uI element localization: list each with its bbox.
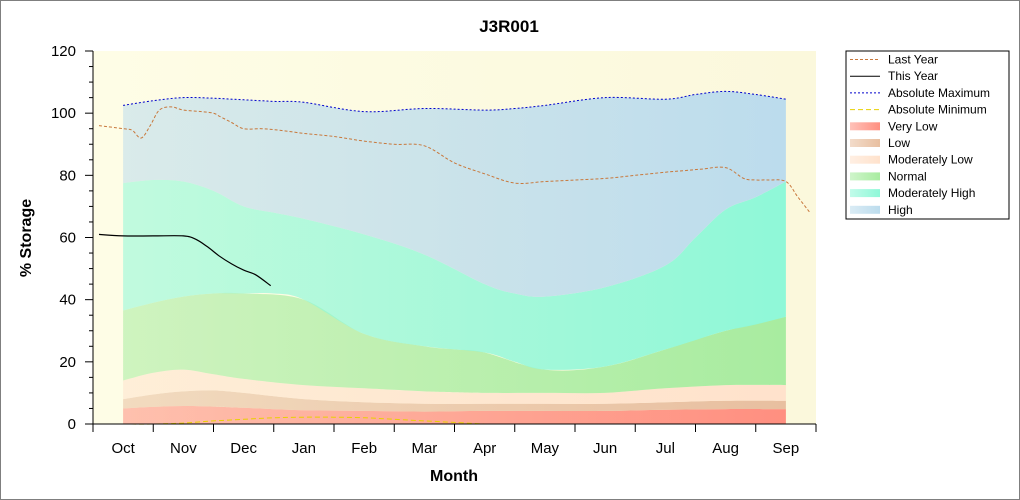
y-tick-label: 100 [51,105,76,122]
legend-label: Absolute Minimum [888,103,987,117]
legend-item: Absolute Maximum [850,86,990,100]
y-axis-title: % Storage [18,199,35,277]
legend-item: High [850,203,913,217]
legend-item: Moderately High [850,186,975,200]
chart-title: J3R001 [479,17,539,36]
legend-label: Last Year [888,53,938,67]
legend: Last Year This Year Absolute Maximum Absolu… [845,50,1010,220]
band-high [123,91,786,297]
legend-item: Absolute Minimum [850,103,987,117]
series-line-last-year [98,106,811,213]
legend-item: Last Year [850,53,938,67]
legend-label: High [888,203,913,217]
series-line-absolute-maximum [123,90,786,113]
band-normal [123,292,786,394]
legend-swatch [850,205,880,214]
x-tick-label: Nov [170,440,197,457]
x-tick-label: Jun [593,440,617,457]
legend-label: Very Low [888,119,938,133]
x-tick-label: Jul [656,440,675,457]
legend-swatch [850,172,880,181]
x-tick-label: Oct [111,440,135,457]
legend-label: Normal [888,169,927,183]
legend-swatch [850,155,880,164]
legend-item: Low [850,136,910,150]
y-tick-label: 40 [59,292,76,309]
x-tick-label: Apr [473,440,496,457]
series-line-this-year [98,233,272,287]
legend-label: Low [888,136,910,150]
legend-item: Moderately Low [850,153,973,167]
legend-label: This Year [888,69,938,83]
y-tick-label: 20 [59,354,76,371]
x-tick-label: Sep [773,440,800,457]
legend-label: Absolute Maximum [888,86,990,100]
x-tick-label: Jan [292,440,316,457]
legend-label: Moderately Low [888,153,973,167]
y-tick-label: 120 [51,43,76,60]
legend-swatch [850,189,880,198]
x-tick-label: Feb [351,440,377,457]
band-low [123,390,786,412]
series-line-absolute-minimum [123,416,485,425]
legend-label: Moderately High [888,186,975,200]
legend-item: Normal [850,169,927,183]
band-moderately-low [123,369,786,404]
x-tick-label: Dec [230,440,257,457]
axes: 0 20 40 60 80 100 120 Oct Nov Dec Jan Feb Mar Apr May J… [51,43,817,457]
legend-item: This Year [850,69,938,83]
legend-item: Very Low [850,119,938,133]
band-very-low [123,405,786,424]
y-tick-label: 60 [59,230,76,247]
x-tick-label: Aug [712,440,739,457]
percentile-bands [123,91,786,424]
y-tick-label: 80 [59,167,76,184]
legend-swatch [850,122,880,131]
x-axis-title: Month [430,468,478,485]
x-tick-label: Mar [411,440,437,457]
band-moderately-high [123,179,786,370]
series-lines [98,90,811,425]
y-tick-label: 0 [68,416,76,433]
x-tick-label: May [531,440,560,457]
legend-swatch [850,139,880,147]
